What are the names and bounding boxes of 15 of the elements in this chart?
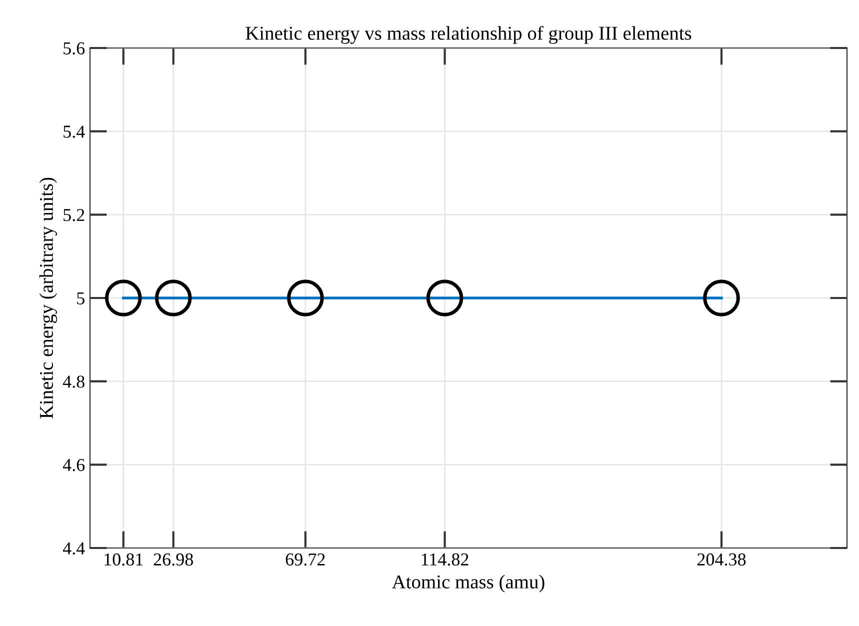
x-tick-label: 26.98 — [154, 553, 193, 566]
y-tick-label: 5.2 — [64, 208, 84, 222]
x-tick-label: 114.82 — [422, 553, 468, 566]
y-tick-label: 4.8 — [62, 376, 84, 388]
y-tick-label: 5.4 — [64, 126, 85, 138]
y-tick-label: 5.6 — [64, 42, 85, 55]
x-tick-label: 69.72 — [286, 553, 325, 566]
chart-title: Kinetic energy vs mass relationship of group III elements — [246, 26, 692, 44]
x-axis-title: Atomic mass (amu) — [392, 574, 544, 592]
y-axis-title: Kinetic energy (arbitrary units) — [39, 178, 58, 418]
x-tick-label: 204.38 — [697, 553, 746, 566]
y-tick-label: 4.4 — [62, 542, 85, 555]
y-tick-label: 5 — [77, 292, 84, 304]
y-tick-label: 4.6 — [62, 458, 85, 472]
x-tick-label: 10.81 — [104, 553, 143, 566]
